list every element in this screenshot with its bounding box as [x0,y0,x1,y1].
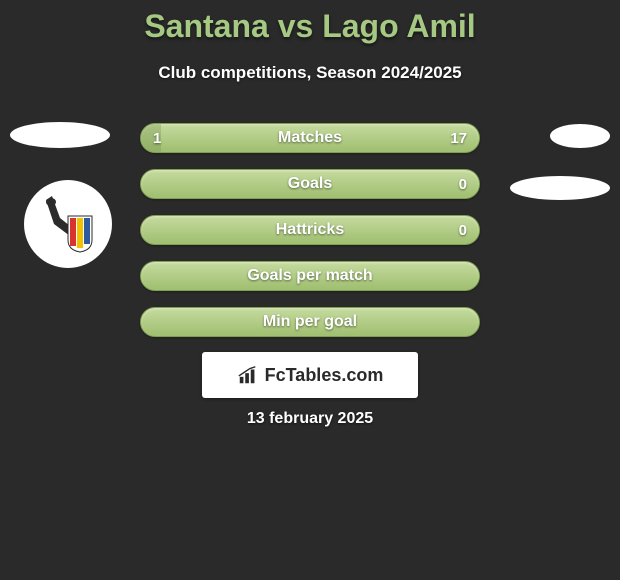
stat-label: Goals [141,170,479,198]
stat-right-value: 0 [459,216,467,244]
page-subtitle: Club competitions, Season 2024/2025 [0,63,620,83]
stat-row-hattricks: Hattricks 0 [140,215,480,245]
right-player-silhouette-mid [510,176,610,200]
stat-row-goals: Goals 0 [140,169,480,199]
stat-label: Matches [141,124,479,152]
club-badge [24,180,112,268]
stat-row-goals-per-match: Goals per match [140,261,480,291]
brand-box[interactable]: FcTables.com [202,352,418,398]
stat-right-value: 0 [459,170,467,198]
brand-text: FcTables.com [265,365,384,386]
stat-label: Min per goal [141,308,479,336]
stat-row-min-per-goal: Min per goal [140,307,480,337]
club-crest-icon [38,194,98,254]
stat-label: Hattricks [141,216,479,244]
stats-panel: 1 Matches 17 Goals 0 Hattricks 0 Goals p… [140,123,480,353]
stat-right-value: 17 [450,124,467,152]
stat-row-matches: 1 Matches 17 [140,123,480,153]
page-title: Santana vs Lago Amil [0,0,620,45]
left-player-silhouette-top [10,122,110,148]
stat-label: Goals per match [141,262,479,290]
right-player-silhouette-top [550,124,610,148]
footer-date: 13 february 2025 [0,410,620,428]
bar-chart-icon [237,364,259,386]
